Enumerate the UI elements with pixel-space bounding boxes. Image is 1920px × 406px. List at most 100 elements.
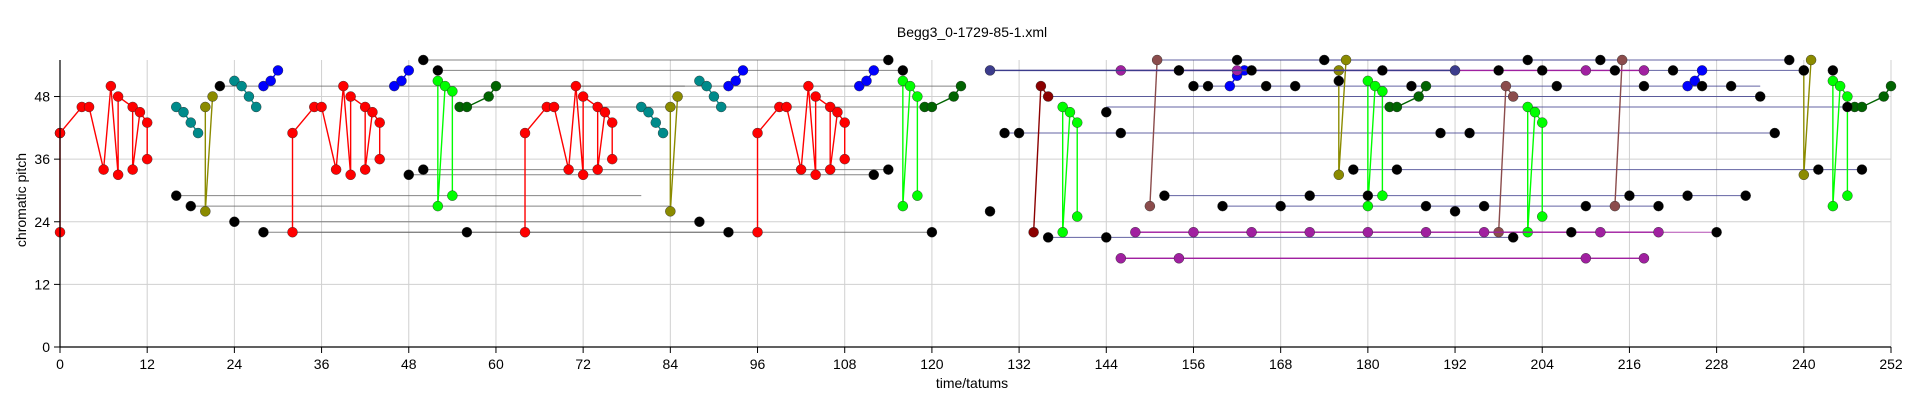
data-point bbox=[447, 190, 458, 201]
data-point bbox=[243, 91, 255, 102]
x-tick-label: 240 bbox=[1792, 356, 1816, 372]
series-line bbox=[1149, 59, 1158, 207]
data-point bbox=[1595, 54, 1606, 66]
data-point bbox=[1246, 65, 1257, 76]
data-point bbox=[1689, 75, 1701, 87]
data-point bbox=[1420, 200, 1432, 212]
data-point bbox=[1813, 164, 1824, 175]
data-point bbox=[141, 153, 153, 165]
data-point bbox=[1377, 190, 1388, 201]
data-point bbox=[643, 106, 654, 118]
data-point bbox=[1493, 65, 1504, 76]
data-point bbox=[1609, 200, 1621, 212]
data-point bbox=[185, 200, 196, 212]
data-point bbox=[672, 91, 683, 102]
data-point bbox=[926, 226, 938, 238]
x-tick-label: 180 bbox=[1356, 356, 1380, 372]
data-point bbox=[1624, 190, 1635, 201]
data-point bbox=[1682, 80, 1693, 92]
data-point bbox=[1580, 200, 1592, 212]
data-point bbox=[1072, 211, 1083, 222]
data-point bbox=[1333, 169, 1344, 181]
data-point bbox=[1217, 200, 1228, 212]
data-point bbox=[345, 91, 356, 102]
data-point bbox=[141, 117, 153, 128]
data-point bbox=[984, 65, 996, 76]
data-point bbox=[1566, 226, 1577, 238]
data-point bbox=[984, 206, 996, 217]
data-point bbox=[592, 101, 603, 113]
data-point bbox=[1420, 80, 1432, 92]
data-point bbox=[897, 200, 909, 212]
data-point bbox=[1696, 80, 1708, 92]
data-point bbox=[374, 117, 385, 128]
data-point bbox=[1478, 226, 1490, 238]
data-point bbox=[287, 127, 298, 139]
data-point bbox=[1696, 65, 1708, 76]
data-point bbox=[1202, 80, 1214, 92]
data-point bbox=[1653, 226, 1664, 238]
x-tick-label: 60 bbox=[488, 356, 504, 372]
data-point bbox=[1362, 75, 1374, 87]
data-point bbox=[795, 164, 807, 175]
x-tick-label: 0 bbox=[56, 356, 64, 372]
data-point bbox=[1369, 80, 1381, 92]
data-point bbox=[338, 80, 349, 92]
data-point bbox=[403, 65, 414, 76]
data-point bbox=[185, 117, 196, 128]
data-point bbox=[439, 80, 451, 92]
data-point bbox=[577, 169, 589, 181]
data-point bbox=[548, 101, 560, 113]
data-point bbox=[418, 164, 429, 175]
data-point bbox=[1348, 164, 1359, 175]
data-point bbox=[1537, 117, 1548, 128]
data-point bbox=[1449, 65, 1461, 76]
chart-title: Begg3_0-1729-85-1.xml bbox=[897, 24, 1047, 40]
data-point bbox=[519, 226, 531, 238]
data-point bbox=[665, 206, 676, 217]
data-point bbox=[1173, 253, 1185, 264]
data-point bbox=[1529, 106, 1541, 118]
data-point bbox=[214, 80, 226, 92]
data-point bbox=[1246, 226, 1257, 238]
data-point bbox=[1340, 54, 1352, 66]
data-point bbox=[1115, 127, 1127, 139]
data-point bbox=[657, 127, 669, 139]
data-point bbox=[1580, 65, 1592, 76]
data-point bbox=[1188, 226, 1199, 238]
data-point bbox=[1522, 101, 1533, 113]
data-point bbox=[461, 101, 473, 113]
data-point bbox=[1391, 101, 1403, 113]
data-point bbox=[1101, 106, 1112, 118]
data-point bbox=[1653, 200, 1664, 212]
data-point bbox=[105, 80, 117, 92]
data-point bbox=[694, 75, 705, 87]
x-tick-label: 36 bbox=[314, 356, 330, 372]
data-point bbox=[272, 65, 284, 76]
data-point bbox=[999, 127, 1010, 139]
data-point bbox=[897, 65, 909, 76]
data-point bbox=[1638, 65, 1650, 76]
data-point bbox=[1616, 54, 1628, 66]
data-point bbox=[418, 54, 429, 66]
data-point bbox=[1260, 80, 1272, 92]
data-point bbox=[1377, 86, 1388, 97]
data-point bbox=[1151, 54, 1163, 66]
data-point bbox=[1885, 80, 1897, 92]
data-point bbox=[127, 164, 138, 175]
data-point bbox=[723, 226, 734, 238]
data-point bbox=[810, 169, 821, 181]
data-point bbox=[1500, 80, 1512, 92]
data-point bbox=[258, 226, 269, 238]
y-tick-label: 0 bbox=[42, 339, 50, 355]
data-point bbox=[1289, 80, 1301, 92]
data-point bbox=[1537, 211, 1548, 222]
data-point bbox=[1805, 54, 1817, 66]
data-point bbox=[200, 206, 211, 217]
data-point bbox=[316, 101, 327, 113]
data-point bbox=[359, 164, 371, 175]
data-point bbox=[1057, 226, 1068, 238]
data-point bbox=[483, 91, 494, 102]
y-axis-label: chromatic pitch bbox=[13, 153, 29, 247]
data-point bbox=[824, 101, 836, 113]
